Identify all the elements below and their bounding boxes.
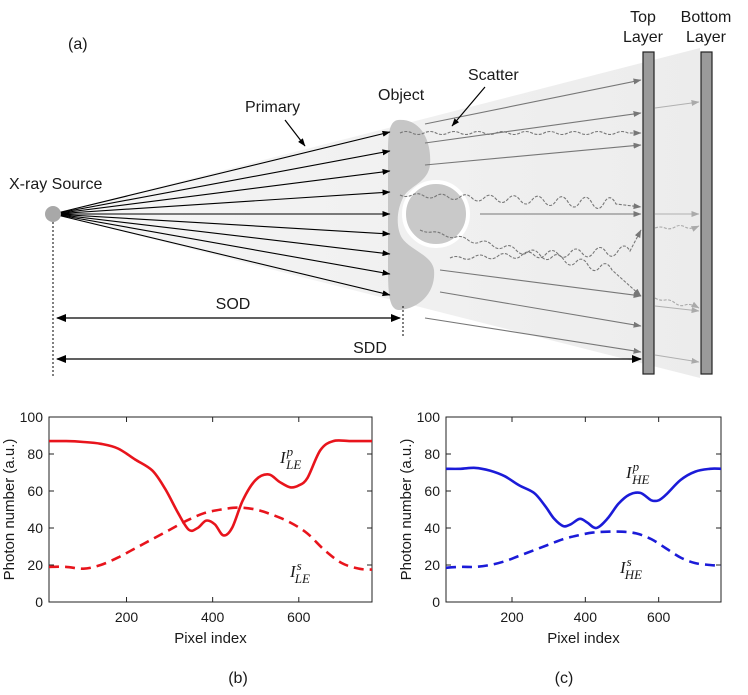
series-label-primary-le: Ip LE	[279, 444, 301, 472]
x-axis-label: Pixel index	[547, 630, 620, 647]
y-tick-label: 40	[27, 520, 43, 536]
y-tick-label: 80	[27, 446, 43, 462]
y-tick-label: 60	[424, 483, 440, 499]
y-tick-label: 20	[27, 557, 43, 573]
y-tick-label: 0	[432, 594, 440, 610]
transmitted-rays	[424, 78, 642, 354]
xray-setup-diagram: (a)	[9, 9, 731, 378]
y-tick-label: 20	[424, 557, 440, 573]
series-primary-he	[445, 466, 722, 530]
xray-source-label: X-ray Source	[9, 176, 102, 193]
chart-le: 0 20 40 60 80 100 200 400 600 Pixel index Photon n…	[1, 409, 373, 647]
panel-b-label: (b)	[228, 670, 248, 687]
y-tick-label: 100	[417, 409, 441, 425]
x-tick-label: 600	[287, 609, 311, 625]
x-tick-label: 200	[500, 609, 524, 625]
x-axis-label: Pixel index	[174, 630, 247, 647]
object-shape	[388, 119, 435, 311]
x-tick-label: 600	[647, 609, 671, 625]
primary-pointer	[284, 119, 306, 147]
bottom-layer-label-2: Layer	[686, 29, 727, 46]
scatter-pointer	[451, 86, 486, 127]
x-tick-label: 400	[574, 609, 598, 625]
series-label-scatter-le: Is LE	[289, 558, 310, 586]
scatter-label: Scatter	[468, 67, 519, 84]
primary-label: Primary	[245, 99, 300, 116]
scatter-rays-continued	[654, 224, 700, 309]
y-axis-label: Photon number (a.u.)	[398, 439, 415, 581]
scatter-rays	[399, 130, 642, 297]
y-tick-label: 40	[424, 520, 440, 536]
y-tick-label: 0	[35, 594, 43, 610]
series-label-scatter-he: Is HE	[619, 554, 642, 582]
chart-he: 0 20 40 60 80 100 200 400 600 Pixel index Photon n…	[398, 409, 722, 647]
beam-cone	[53, 48, 700, 378]
series-label-primary-he: Ip HE	[625, 459, 650, 487]
top-layer-label-1: Top	[630, 9, 656, 26]
x-tick-label: 400	[201, 609, 225, 625]
series-primary-le	[48, 439, 372, 537]
sdd-label: SDD	[353, 340, 387, 357]
sod-label: SOD	[216, 296, 251, 313]
plot-frame	[445, 416, 722, 603]
y-axis-label: Photon number (a.u.)	[1, 439, 18, 581]
top-layer-detector	[642, 51, 655, 375]
penetrating-rays	[654, 100, 700, 364]
object-label: Object	[378, 87, 425, 104]
plot-frame	[48, 416, 373, 603]
object-inclusion	[402, 180, 470, 248]
y-tick-label: 80	[424, 446, 440, 462]
y-tick-label: 60	[27, 483, 43, 499]
top-layer-label-2: Layer	[623, 29, 664, 46]
primary-rays	[52, 130, 391, 297]
x-tick-label: 200	[115, 609, 139, 625]
y-tick-label: 100	[20, 409, 44, 425]
panel-a-label: (a)	[68, 36, 88, 53]
series-scatter-le	[48, 506, 373, 571]
xray-source-dot	[45, 206, 61, 222]
panel-c-label: (c)	[555, 670, 574, 687]
bottom-layer-label-1: Bottom	[681, 9, 732, 26]
series-scatter-he	[445, 530, 722, 570]
bottom-layer-detector	[700, 51, 713, 375]
